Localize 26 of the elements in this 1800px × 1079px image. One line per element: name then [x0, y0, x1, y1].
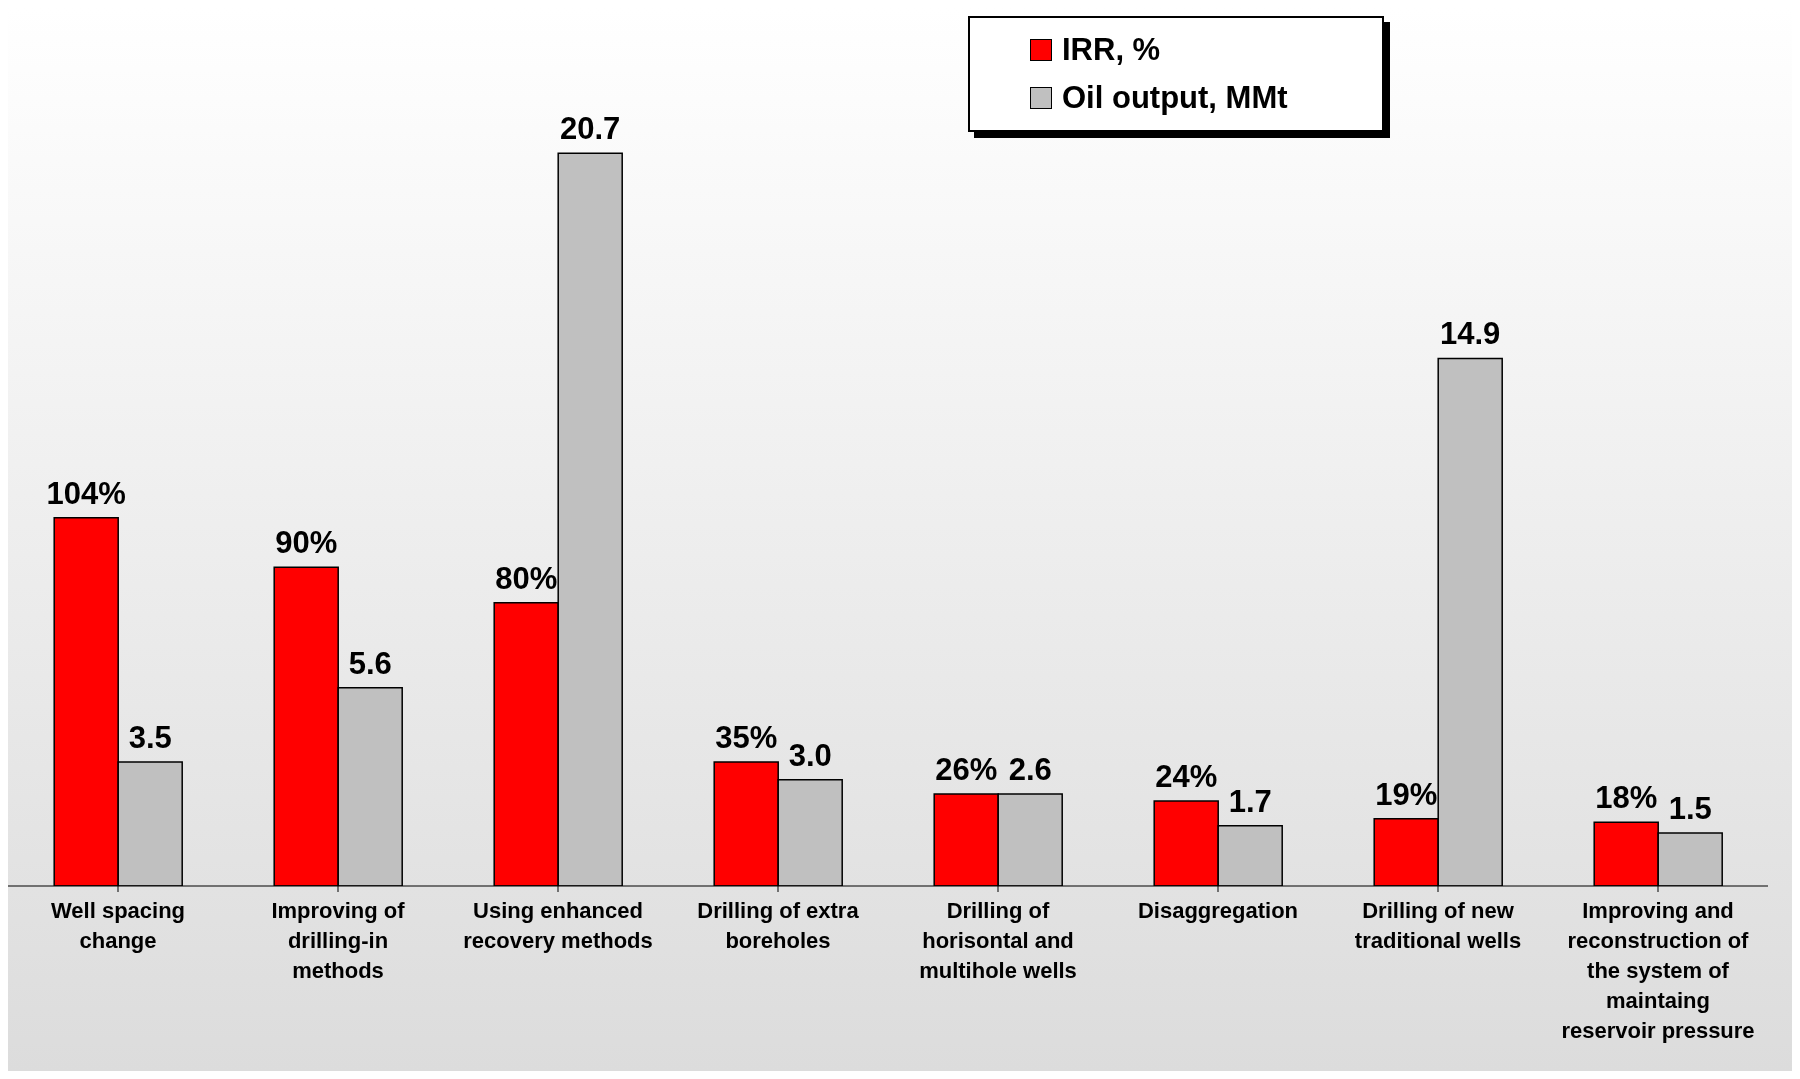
legend-label: Oil output, MMt	[1062, 80, 1288, 116]
data-label: 5.6	[348, 645, 392, 681]
x-tick-label: Well spacing change	[50, 898, 186, 953]
data-label: 1.5	[1668, 790, 1712, 826]
data-label: 104%	[46, 475, 126, 511]
legend-label: IRR, %	[1062, 32, 1161, 68]
x-tick-label: Using enhanced recovery methods	[463, 898, 653, 953]
data-label: 3.5	[128, 720, 172, 756]
x-tick-label: Improving of drilling-in methods	[271, 898, 406, 983]
data-label: 26%	[935, 751, 998, 787]
data-label: 14.9	[1440, 316, 1501, 352]
data-label: 90%	[275, 525, 338, 561]
data-label: 3.0	[788, 737, 832, 773]
data-label: 35%	[715, 720, 778, 756]
data-label: 24%	[1155, 759, 1218, 795]
x-tick-label: Improving and reconstruction of the system of maintaing reservoir pressure	[1561, 898, 1755, 1043]
data-label: 2.6	[1008, 751, 1052, 787]
x-tick-label: Drilling of horisontal and multihole wells	[919, 898, 1077, 983]
data-label: 80%	[495, 560, 558, 596]
data-label: 18%	[1595, 780, 1658, 816]
x-tick-label: Disaggregation	[1137, 898, 1299, 923]
data-label: 20.7	[560, 111, 621, 147]
data-label: 19%	[1375, 776, 1438, 812]
x-tick-label: Drilling of new traditional wells	[1354, 898, 1522, 953]
x-tick-label: Drilling of extra boreholes	[697, 898, 860, 953]
data-label: 1.7	[1228, 783, 1272, 819]
